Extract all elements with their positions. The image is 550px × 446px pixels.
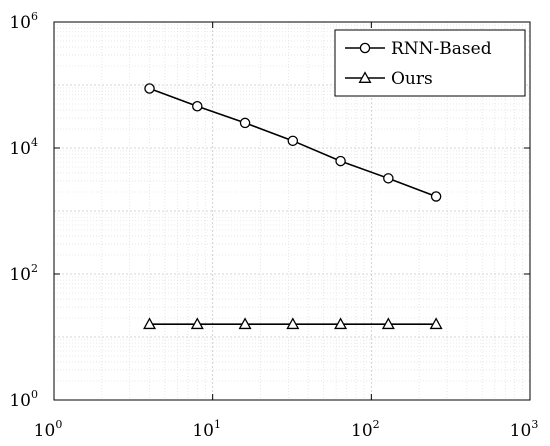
data-point xyxy=(143,317,157,330)
data-point xyxy=(190,317,204,330)
legend: RNN-Based Ours xyxy=(334,29,526,97)
legend-label: Ours xyxy=(391,69,433,89)
y-tick-label: 100 xyxy=(9,388,38,411)
y-tick-label: 106 xyxy=(9,10,38,33)
data-point xyxy=(286,317,300,330)
x-tick-label: 101 xyxy=(192,418,221,441)
axis-ticks: 100 101 102 103 100 102 104 106 xyxy=(9,10,538,441)
data-point xyxy=(238,317,252,330)
series-circle xyxy=(144,83,442,202)
data-point xyxy=(239,117,251,129)
data-point xyxy=(430,191,442,202)
x-tick-label: 103 xyxy=(510,418,539,441)
data-point xyxy=(192,100,203,112)
data-point xyxy=(335,155,346,167)
legend-item: RNN-Based xyxy=(345,39,492,59)
data-point xyxy=(287,135,299,147)
data-point xyxy=(383,173,394,184)
y-tick-label: 102 xyxy=(9,262,38,285)
legend-item: Ours xyxy=(345,69,433,89)
legend-box xyxy=(334,29,526,97)
plot-area xyxy=(53,21,531,401)
data-point xyxy=(144,83,155,94)
legend-marker xyxy=(359,42,371,54)
series-layer xyxy=(143,83,443,330)
data-point xyxy=(381,317,395,330)
y-tick-label: 104 xyxy=(9,136,38,159)
data-point xyxy=(334,317,348,330)
x-tick-label: 102 xyxy=(351,418,380,441)
legend-label: RNN-Based xyxy=(391,39,492,59)
series-triangle xyxy=(143,317,443,330)
x-tick-label: 100 xyxy=(34,418,63,441)
legend-marker xyxy=(358,71,372,83)
data-point xyxy=(429,317,443,330)
